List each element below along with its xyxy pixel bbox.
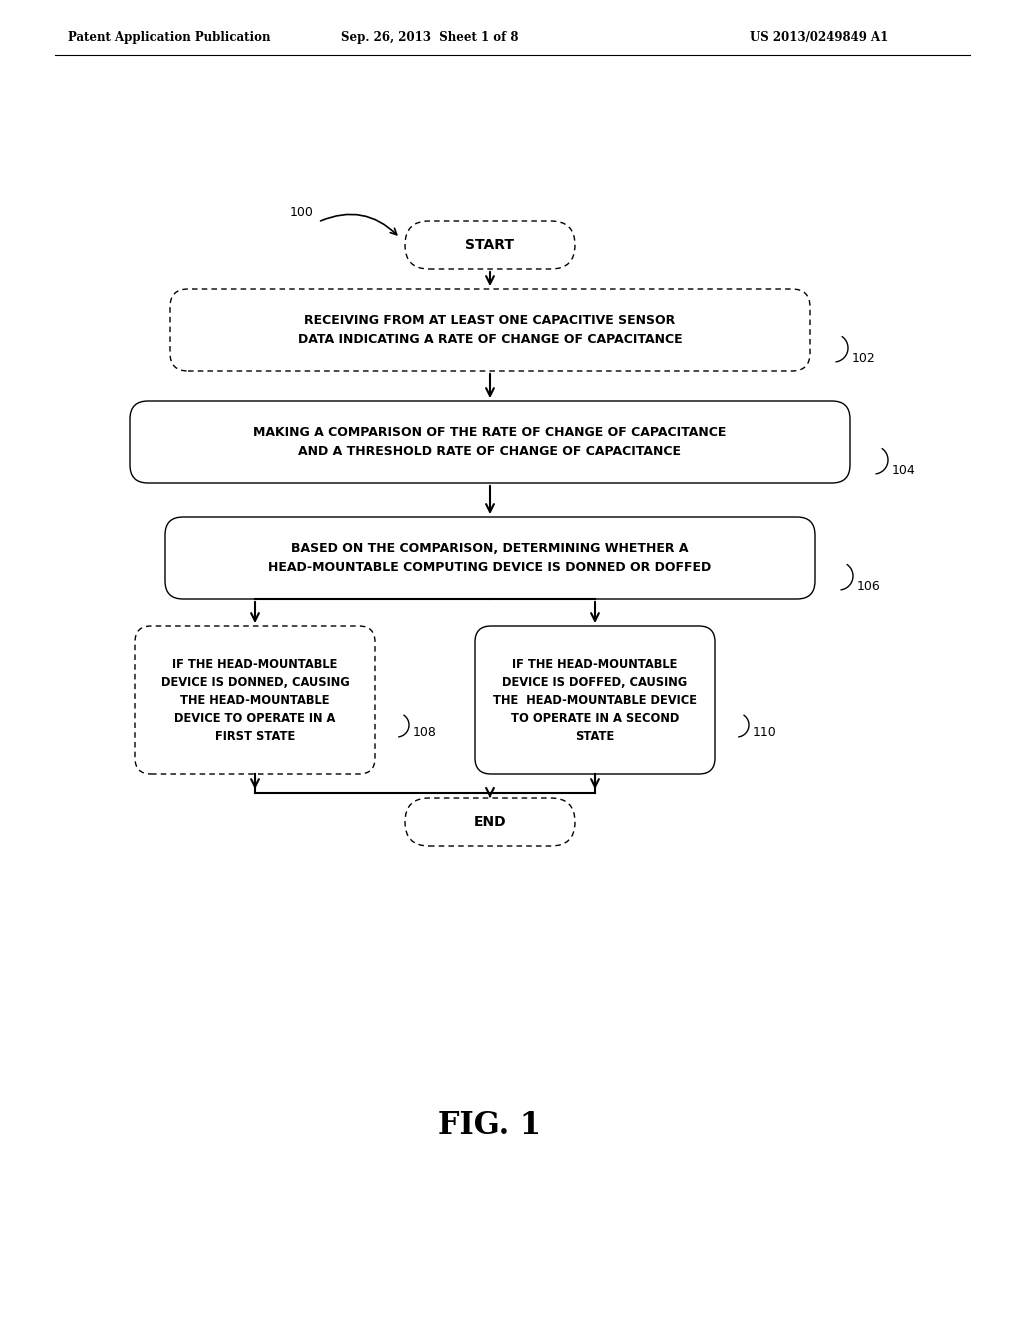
- FancyBboxPatch shape: [406, 799, 575, 846]
- Text: 100: 100: [290, 206, 314, 219]
- Text: START: START: [466, 238, 514, 252]
- Text: IF THE HEAD-MOUNTABLE
DEVICE IS DOFFED, CAUSING
THE  HEAD-MOUNTABLE DEVICE
TO OP: IF THE HEAD-MOUNTABLE DEVICE IS DOFFED, …: [493, 657, 697, 742]
- FancyBboxPatch shape: [406, 220, 575, 269]
- FancyBboxPatch shape: [475, 626, 715, 774]
- Text: IF THE HEAD-MOUNTABLE
DEVICE IS DONNED, CAUSING
THE HEAD-MOUNTABLE
DEVICE TO OPE: IF THE HEAD-MOUNTABLE DEVICE IS DONNED, …: [161, 657, 349, 742]
- FancyBboxPatch shape: [170, 289, 810, 371]
- Text: 104: 104: [892, 463, 915, 477]
- Text: 102: 102: [852, 351, 876, 364]
- Text: 106: 106: [857, 579, 881, 593]
- Text: END: END: [474, 814, 506, 829]
- Text: 108: 108: [413, 726, 437, 739]
- Text: Patent Application Publication: Patent Application Publication: [68, 30, 270, 44]
- Text: BASED ON THE COMPARISON, DETERMINING WHETHER A
HEAD-MOUNTABLE COMPUTING DEVICE I: BASED ON THE COMPARISON, DETERMINING WHE…: [268, 543, 712, 574]
- Text: 110: 110: [753, 726, 777, 739]
- Text: MAKING A COMPARISON OF THE RATE OF CHANGE OF CAPACITANCE
AND A THRESHOLD RATE OF: MAKING A COMPARISON OF THE RATE OF CHANG…: [253, 426, 727, 458]
- Text: US 2013/0249849 A1: US 2013/0249849 A1: [750, 30, 888, 44]
- Text: RECEIVING FROM AT LEAST ONE CAPACITIVE SENSOR
DATA INDICATING A RATE OF CHANGE O: RECEIVING FROM AT LEAST ONE CAPACITIVE S…: [298, 314, 682, 346]
- Text: Sep. 26, 2013  Sheet 1 of 8: Sep. 26, 2013 Sheet 1 of 8: [341, 30, 519, 44]
- Text: FIG. 1: FIG. 1: [438, 1110, 542, 1140]
- FancyBboxPatch shape: [130, 401, 850, 483]
- FancyBboxPatch shape: [135, 626, 375, 774]
- FancyBboxPatch shape: [165, 517, 815, 599]
